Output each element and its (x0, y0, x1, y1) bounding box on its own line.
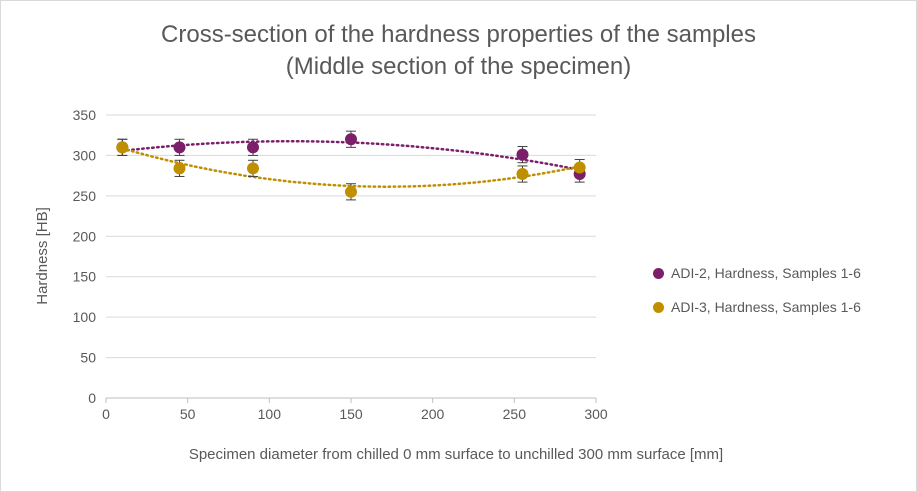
y-tick-label: 300 (73, 147, 97, 163)
y-tick-label: 150 (73, 269, 97, 285)
legend-item-adi-2: ADI-2, Hardness, Samples 1-6 (653, 263, 861, 283)
y-axis-label: Hardness [HB] (34, 207, 51, 305)
series-2-point (345, 185, 357, 198)
x-tick-label: 150 (339, 406, 363, 422)
x-tick-label: 100 (258, 406, 282, 422)
chart-title-line-1: Cross-section of the hardness properties… (161, 21, 756, 48)
series-2-point (247, 162, 259, 175)
x-tick-label: 50 (180, 406, 196, 422)
legend: ADI-2, Hardness, Samples 1-6 ADI-3, Hard… (653, 263, 861, 331)
y-tick-label: 200 (73, 228, 97, 244)
legend-swatch-adi-2 (653, 267, 664, 279)
legend-swatch-adi-3 (653, 301, 664, 313)
y-tick-label: 0 (88, 390, 96, 406)
y-tick-label: 350 (73, 107, 97, 123)
series-2-point (116, 141, 129, 154)
series-1-point (345, 133, 357, 146)
legend-label-adi-2: ADI-2, Hardness, Samples 1-6 (671, 265, 861, 281)
x-tick-label: 0 (102, 406, 110, 422)
y-tick-label: 100 (73, 309, 97, 325)
series-2-trendline (121, 147, 581, 188)
series-2-point (573, 161, 586, 174)
x-tick-label: 300 (584, 406, 608, 422)
x-axis-label: Specimen diameter from chilled 0 mm surf… (189, 446, 723, 463)
chart-title-line-2: (Middle section of the specimen) (285, 53, 632, 80)
chart-title: Cross-section of the hardness properties… (1, 19, 916, 83)
series-1-point (516, 148, 529, 161)
legend-label-adi-3: ADI-3, Hardness, Samples 1-6 (671, 299, 861, 315)
series-1-point (247, 141, 259, 154)
y-tick-label: 50 (80, 350, 96, 366)
series-2-point (173, 162, 186, 175)
series-2-point (516, 168, 529, 181)
x-tick-label: 250 (503, 406, 527, 422)
y-tick-label: 250 (73, 188, 97, 204)
series-1-point (173, 141, 186, 154)
legend-item-adi-3: ADI-3, Hardness, Samples 1-6 (653, 297, 861, 317)
x-tick-label: 200 (421, 406, 445, 422)
